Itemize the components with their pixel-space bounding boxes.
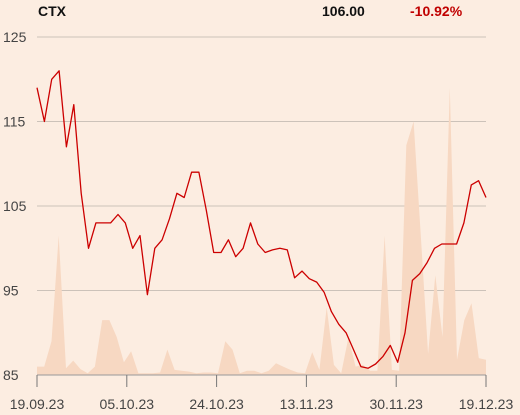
y-tick-label: 125 bbox=[3, 29, 27, 45]
y-tick-label: 105 bbox=[3, 198, 27, 214]
y-tick-label: 115 bbox=[3, 114, 26, 130]
y-tick-label: 95 bbox=[3, 283, 19, 299]
x-axis-ticks: 19.09.23 05.10.23 24.10.23 13.11.23 30.11.23… bbox=[10, 374, 514, 412]
x-tick-label: 13.11.23 bbox=[280, 396, 334, 412]
x-tick-label: 19.09.23 bbox=[10, 396, 65, 412]
price-series bbox=[36, 70, 487, 369]
volume-series bbox=[37, 87, 486, 375]
ticker-symbol: CTX bbox=[38, 3, 66, 19]
x-tick-label: 05.10.23 bbox=[100, 396, 155, 412]
x-tick-label: 24.10.23 bbox=[189, 396, 244, 412]
y-tick-label: 85 bbox=[3, 367, 19, 383]
price-line bbox=[36, 70, 487, 369]
last-price: 106.00 bbox=[322, 3, 365, 19]
price-change-percent: -10.92% bbox=[410, 3, 463, 19]
x-tick-label: 19.12.23 bbox=[459, 396, 514, 412]
y-axis-ticks: 125 115 105 95 85 bbox=[3, 29, 27, 383]
volume-area bbox=[37, 87, 486, 375]
x-tick-label: 30.11.23 bbox=[369, 396, 423, 412]
